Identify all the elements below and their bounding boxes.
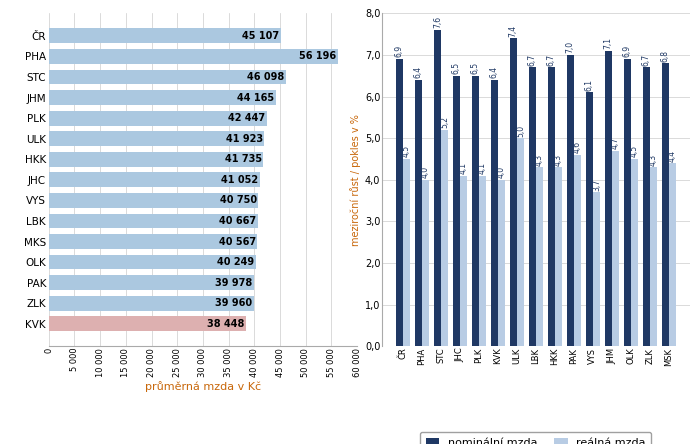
- Bar: [669, 163, 676, 346]
- Text: 38 448: 38 448: [208, 319, 245, 329]
- Bar: [49, 193, 258, 208]
- Bar: [49, 131, 264, 146]
- Bar: [548, 67, 555, 346]
- Text: 7,1: 7,1: [604, 37, 613, 49]
- Text: 7,0: 7,0: [566, 41, 575, 53]
- Text: 44 165: 44 165: [237, 92, 274, 103]
- Text: 4,4: 4,4: [668, 149, 677, 162]
- Bar: [49, 234, 257, 249]
- Text: 4,3: 4,3: [649, 154, 658, 166]
- Bar: [593, 192, 600, 346]
- Bar: [49, 49, 337, 64]
- Text: 41 735: 41 735: [224, 154, 261, 164]
- Text: 6,8: 6,8: [661, 50, 670, 62]
- Bar: [396, 59, 403, 346]
- Text: 4,5: 4,5: [402, 145, 411, 157]
- Bar: [403, 159, 411, 346]
- Text: 5,0: 5,0: [516, 124, 525, 137]
- Text: 6,5: 6,5: [452, 62, 461, 74]
- Text: 6,9: 6,9: [395, 45, 404, 57]
- Bar: [422, 180, 429, 346]
- Text: 6,7: 6,7: [642, 54, 651, 66]
- Bar: [49, 317, 246, 331]
- Bar: [49, 296, 254, 311]
- Text: 42 447: 42 447: [228, 113, 266, 123]
- Bar: [49, 70, 286, 84]
- Text: 4,3: 4,3: [554, 154, 563, 166]
- Text: 5,2: 5,2: [440, 116, 449, 128]
- Y-axis label: meziroční růst / pokles v %: meziroční růst / pokles v %: [350, 114, 360, 246]
- Bar: [517, 138, 524, 346]
- Bar: [49, 28, 281, 43]
- Bar: [49, 172, 260, 187]
- Bar: [574, 155, 581, 346]
- Text: 39 960: 39 960: [215, 298, 252, 308]
- Bar: [643, 67, 650, 346]
- Text: 4,5: 4,5: [630, 145, 639, 157]
- Bar: [585, 92, 593, 346]
- Bar: [631, 159, 638, 346]
- Bar: [453, 76, 460, 346]
- Legend: nominální mzda, reálná mzda: nominální mzda, reálná mzda: [420, 432, 652, 444]
- Text: 7,4: 7,4: [509, 24, 518, 37]
- Bar: [49, 255, 256, 270]
- Bar: [49, 275, 254, 290]
- Bar: [49, 111, 267, 126]
- Bar: [415, 80, 422, 346]
- Text: 4,3: 4,3: [535, 154, 544, 166]
- Bar: [491, 80, 498, 346]
- Bar: [612, 151, 619, 346]
- Bar: [498, 180, 505, 346]
- Text: 3,7: 3,7: [592, 178, 601, 190]
- Bar: [624, 59, 631, 346]
- Bar: [49, 152, 263, 166]
- Text: 4,0: 4,0: [421, 166, 430, 178]
- Text: 6,4: 6,4: [414, 66, 423, 78]
- Bar: [555, 167, 562, 346]
- Bar: [650, 167, 657, 346]
- Text: 6,7: 6,7: [528, 54, 537, 66]
- Text: 4,6: 4,6: [573, 141, 582, 153]
- Text: 56 196: 56 196: [299, 52, 336, 61]
- Bar: [479, 176, 486, 346]
- Text: 6,7: 6,7: [546, 54, 556, 66]
- Text: 6,5: 6,5: [470, 62, 480, 74]
- Text: 45 107: 45 107: [242, 31, 279, 41]
- Bar: [528, 67, 536, 346]
- Bar: [536, 167, 543, 346]
- Text: 40 249: 40 249: [217, 257, 254, 267]
- Text: 6,1: 6,1: [585, 79, 594, 91]
- Bar: [49, 90, 276, 105]
- Text: 39 978: 39 978: [215, 278, 252, 288]
- Bar: [472, 76, 479, 346]
- Bar: [661, 63, 669, 346]
- Text: 41 923: 41 923: [226, 134, 263, 144]
- Bar: [441, 130, 448, 346]
- Text: 40 567: 40 567: [219, 237, 256, 246]
- Bar: [49, 214, 258, 228]
- Text: 6,4: 6,4: [490, 66, 499, 78]
- Text: 4,1: 4,1: [478, 162, 487, 174]
- Text: 46 098: 46 098: [247, 72, 284, 82]
- Bar: [460, 176, 467, 346]
- Bar: [604, 51, 612, 346]
- X-axis label: průměrná mzda v Kč: průměrná mzda v Kč: [145, 381, 261, 392]
- Text: 4,0: 4,0: [497, 166, 506, 178]
- Text: 6,9: 6,9: [622, 45, 631, 57]
- Bar: [434, 30, 441, 346]
- Text: 41 052: 41 052: [221, 175, 258, 185]
- Bar: [567, 55, 574, 346]
- Text: 40 667: 40 667: [219, 216, 256, 226]
- Text: 7,6: 7,6: [433, 16, 442, 28]
- Text: 40 750: 40 750: [220, 195, 256, 206]
- Text: 4,1: 4,1: [459, 162, 468, 174]
- Text: 4,7: 4,7: [611, 137, 620, 149]
- Bar: [510, 38, 517, 346]
